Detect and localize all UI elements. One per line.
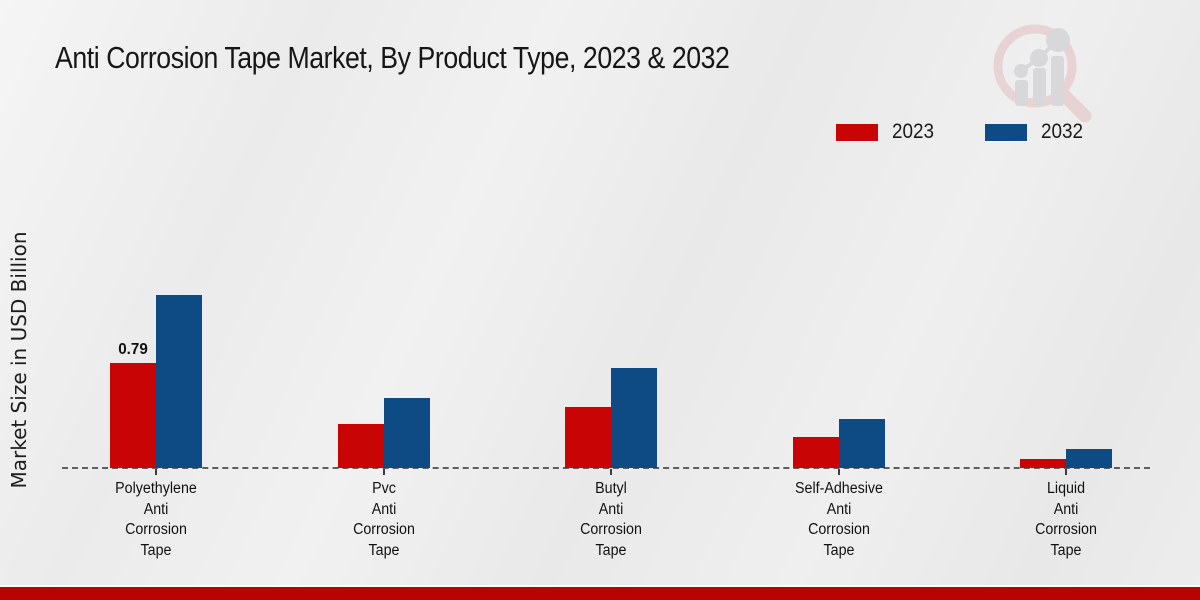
- bar-2023-3: [792, 437, 839, 468]
- bar-2032-4: [1066, 449, 1112, 468]
- x-category-label-2: Butyl Anti Corrosion Tape: [580, 480, 642, 559]
- x-axis-tick: [155, 469, 157, 475]
- bar-2032-2: [611, 368, 657, 468]
- legend-swatch-2023: [836, 123, 878, 141]
- bar-2032-0: [156, 295, 202, 468]
- legend-item-2032: 2032: [984, 120, 1088, 144]
- bar-2032-3: [838, 419, 885, 468]
- x-axis-tick: [382, 469, 385, 475]
- x-category-label-1: Pvc Anti Corrosion Tape: [352, 480, 415, 559]
- x-axis-tick: [1065, 469, 1067, 475]
- legend-label-2023: 2023: [892, 120, 935, 143]
- x-axis-tick: [837, 469, 840, 475]
- x-axis-dashed-line: [62, 467, 1150, 469]
- magnifier-growth-logo-icon: [993, 24, 1092, 122]
- bar-value-label: 0.79: [118, 341, 148, 358]
- x-category-label-0: Polyethylene Anti Corrosion Tape: [115, 480, 197, 559]
- legend: 2023 2032: [836, 120, 1087, 144]
- x-category-label-4: Liquid Anti Corrosion Tape: [1035, 480, 1097, 559]
- legend-swatch-2032: [984, 123, 1027, 141]
- footer-red-strip: [0, 585, 1200, 600]
- x-category-label-3: Self-Adhesive Anti Corrosion Tape: [794, 480, 883, 559]
- bar-2023-1: [337, 424, 384, 468]
- bar-2023-4: [1020, 459, 1066, 468]
- legend-label-2032: 2032: [1040, 120, 1083, 143]
- legend-item-2023: 2023: [836, 120, 939, 144]
- x-axis-tick: [610, 469, 612, 475]
- bar-2023-0: [110, 363, 156, 468]
- bar-2023-2: [565, 407, 611, 468]
- bar-2032-1: [383, 398, 430, 468]
- chart-title: Anti Corrosion Tape Market, By Product T…: [55, 40, 730, 75]
